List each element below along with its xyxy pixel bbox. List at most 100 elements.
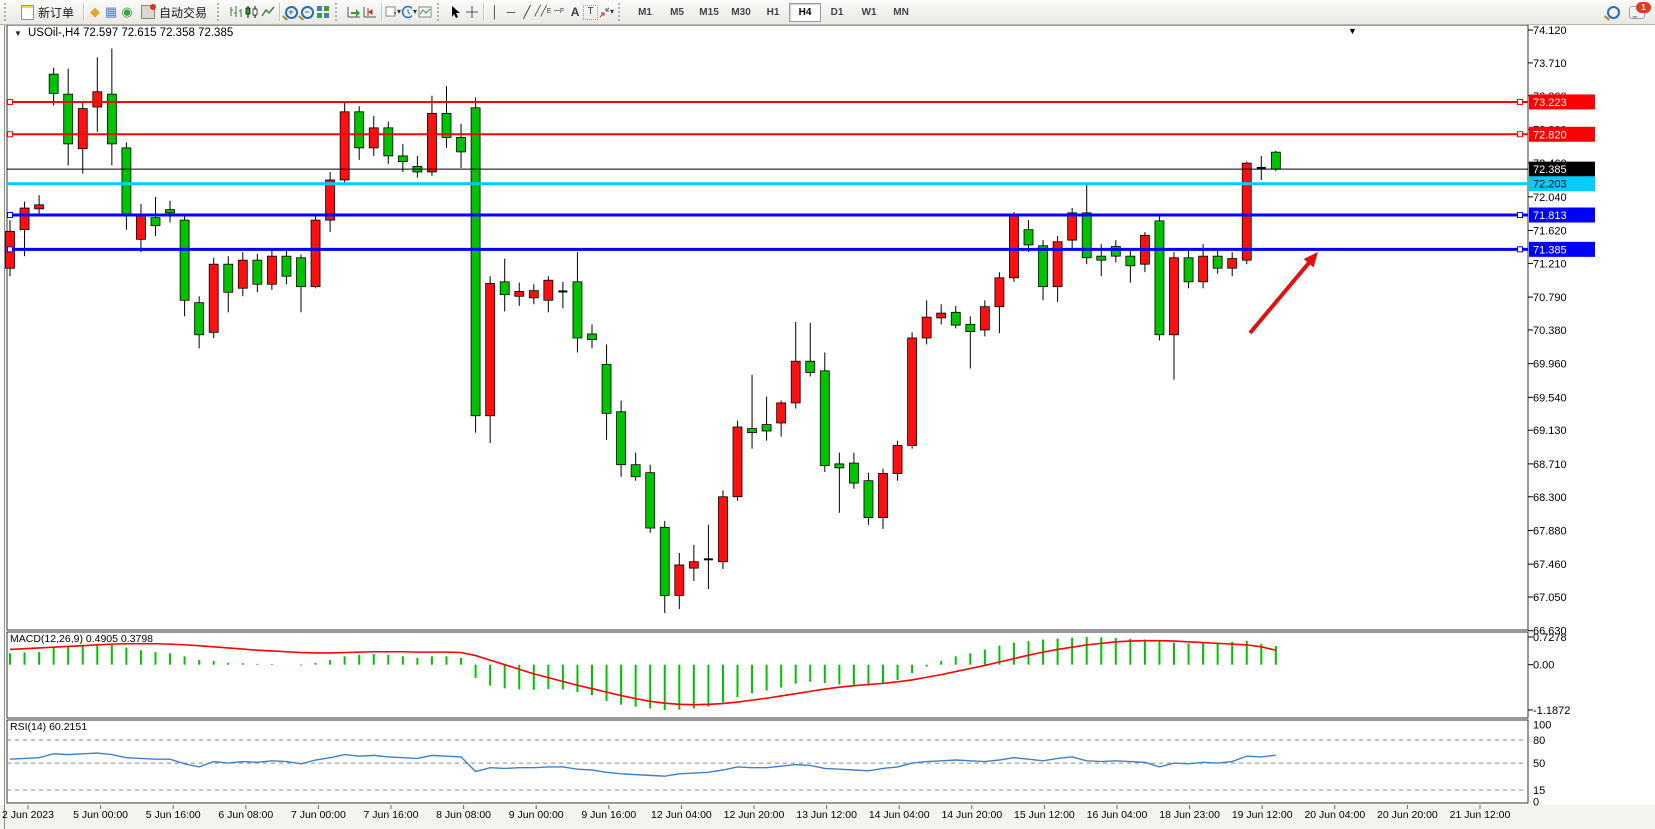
date-label[interactable]: 12 Jun 04:00 xyxy=(651,809,712,821)
cursor-icon[interactable] xyxy=(448,4,464,20)
timeframe-button-h4[interactable]: H4 xyxy=(789,2,822,22)
date-label[interactable]: 15 Jun 12:00 xyxy=(1014,809,1075,821)
date-label[interactable]: 5 Jun 16:00 xyxy=(146,809,201,821)
date-label[interactable]: 9 Jun 16:00 xyxy=(581,809,636,821)
date-label[interactable]: 20 Jun 04:00 xyxy=(1304,809,1365,821)
date-label[interactable]: 12 Jun 20:00 xyxy=(724,809,785,821)
timeframe-button-m1[interactable]: M1 xyxy=(638,6,652,18)
data-window-icon[interactable]: ▦ xyxy=(104,4,118,19)
rsi-tick-label[interactable]: 100 xyxy=(1533,720,1551,732)
auto-trading-button[interactable]: 自动交易 xyxy=(135,0,213,24)
line-handle[interactable] xyxy=(7,246,13,253)
rsi-pane[interactable] xyxy=(6,719,1529,804)
line-chart-icon[interactable] xyxy=(260,4,276,20)
toolbar-grip[interactable] xyxy=(4,3,12,21)
date-axis-strip[interactable] xyxy=(0,805,1655,829)
date-label[interactable]: 9 Jun 00:00 xyxy=(509,809,564,821)
navigator-icon[interactable]: ◉ xyxy=(121,4,133,19)
date-label[interactable]: 21 Jun 12:00 xyxy=(1450,809,1511,821)
chart-collapse-caret[interactable]: ▼ xyxy=(14,29,22,38)
text-icon[interactable]: A xyxy=(570,5,580,19)
date-label[interactable]: 13 Jun 12:00 xyxy=(796,809,857,821)
vertical-line-icon[interactable]: │ xyxy=(491,5,499,19)
candlestick-chart-icon[interactable] xyxy=(244,4,260,20)
arrows-icon[interactable]: ▾ xyxy=(598,4,614,20)
market-watch-icon[interactable]: ◆ xyxy=(90,4,101,19)
channel-icon[interactable]: ╱╱ E xyxy=(534,6,552,17)
line-handle[interactable] xyxy=(1517,212,1523,219)
date-label[interactable]: 20 Jun 20:00 xyxy=(1377,809,1438,821)
rsi-tick-label[interactable]: 0 xyxy=(1533,797,1539,809)
text-label-icon[interactable]: T xyxy=(583,4,599,20)
price-tick-label[interactable]: 68.300 xyxy=(1533,492,1567,504)
line-handle[interactable] xyxy=(1517,98,1523,105)
new-order-button[interactable]: 新订单 xyxy=(15,0,80,24)
horizontal-line-icon[interactable]: ─ xyxy=(506,5,516,19)
price-tick-label[interactable]: 69.960 xyxy=(1533,359,1567,371)
macd-tick-label[interactable]: -1.1872 xyxy=(1533,705,1570,717)
price-tick-label[interactable]: 70.790 xyxy=(1533,292,1567,304)
timeframe-button-w1[interactable]: W1 xyxy=(861,6,877,18)
templates-icon[interactable] xyxy=(417,4,433,20)
price-pane[interactable] xyxy=(6,24,1529,631)
search-icon[interactable] xyxy=(1605,4,1621,20)
price-tick-label[interactable]: 67.460 xyxy=(1533,559,1567,571)
price-tick-label[interactable]: 70.380 xyxy=(1533,325,1567,337)
trend-arrow-shaft[interactable] xyxy=(1248,258,1314,335)
rsi-tick-label[interactable]: 15 xyxy=(1533,785,1545,797)
line-handle[interactable] xyxy=(7,98,13,105)
macd-tick-label[interactable]: 0.7278 xyxy=(1533,632,1567,644)
toolbar-grip[interactable] xyxy=(618,3,626,21)
chart-shift-icon[interactable] xyxy=(362,4,378,20)
date-label[interactable]: 7 Jun 00:00 xyxy=(291,809,346,821)
zoom-out-icon[interactable]: − xyxy=(299,4,315,20)
periods-button[interactable]: ▾ xyxy=(401,4,417,20)
timeframe-button-d1[interactable]: D1 xyxy=(830,6,844,18)
line-handle[interactable] xyxy=(7,212,13,219)
trend-arrow-head[interactable] xyxy=(1303,252,1318,268)
price-tick-label[interactable]: 71.210 xyxy=(1533,258,1567,270)
macd-tick-label[interactable]: 0.00 xyxy=(1533,660,1554,672)
fibonacci-icon[interactable]: ┄ F xyxy=(553,6,565,17)
price-tick-label[interactable]: 68.710 xyxy=(1533,459,1567,471)
timeframe-button-m30[interactable]: M30 xyxy=(731,6,751,18)
date-label[interactable]: 18 Jun 23:00 xyxy=(1159,809,1220,821)
price-tick-label[interactable]: 73.710 xyxy=(1533,58,1567,70)
date-label[interactable]: 2 Jun 2023 xyxy=(2,809,54,821)
date-label[interactable]: 14 Jun 04:00 xyxy=(869,809,930,821)
price-tick-label[interactable]: 67.050 xyxy=(1533,592,1567,604)
tile-windows-icon[interactable] xyxy=(315,4,331,20)
date-label[interactable]: 14 Jun 20:00 xyxy=(941,809,1002,821)
date-label[interactable]: 5 Jun 00:00 xyxy=(73,809,128,821)
date-label[interactable]: 19 Jun 12:00 xyxy=(1232,809,1293,821)
toolbar-grip[interactable] xyxy=(217,3,225,21)
date-label[interactable]: 8 Jun 08:00 xyxy=(436,809,491,821)
price-tick-label[interactable]: 72.040 xyxy=(1533,192,1567,204)
line-handle[interactable] xyxy=(7,131,13,138)
timeframe-button-m5[interactable]: M5 xyxy=(670,6,684,18)
toolbar-grip[interactable] xyxy=(335,3,343,21)
rsi-tick-label[interactable]: 50 xyxy=(1533,758,1545,770)
timeframe-button-h1[interactable]: H1 xyxy=(766,6,780,18)
bar-chart-icon[interactable] xyxy=(228,4,244,20)
auto-scroll-icon[interactable] xyxy=(346,4,362,20)
line-handle[interactable] xyxy=(1517,246,1523,253)
date-label[interactable]: 6 Jun 08:00 xyxy=(218,809,273,821)
rsi-tick-label[interactable]: 80 xyxy=(1533,735,1545,747)
timeframe-button-mn[interactable]: MN xyxy=(893,6,909,18)
chart-menu-caret[interactable]: ▼ xyxy=(1348,26,1357,36)
price-tick-label[interactable]: 67.880 xyxy=(1533,525,1567,537)
price-tick-label[interactable]: 74.120 xyxy=(1533,25,1567,37)
trendline-icon[interactable]: ╱ xyxy=(523,5,531,19)
price-tick-label[interactable]: 69.130 xyxy=(1533,425,1567,437)
zoom-in-icon[interactable]: + xyxy=(283,4,299,20)
price-tick-label[interactable]: 71.620 xyxy=(1533,226,1567,238)
timeframe-button-m15[interactable]: M15 xyxy=(699,6,719,18)
toolbar-grip[interactable] xyxy=(437,3,445,21)
new-chart-button[interactable]: ▾ xyxy=(385,4,401,20)
date-label[interactable]: 16 Jun 04:00 xyxy=(1087,809,1148,821)
notifications-icon[interactable]: 1 xyxy=(1629,1,1651,19)
crosshair-icon[interactable] xyxy=(464,4,480,20)
date-label[interactable]: 7 Jun 16:00 xyxy=(364,809,419,821)
